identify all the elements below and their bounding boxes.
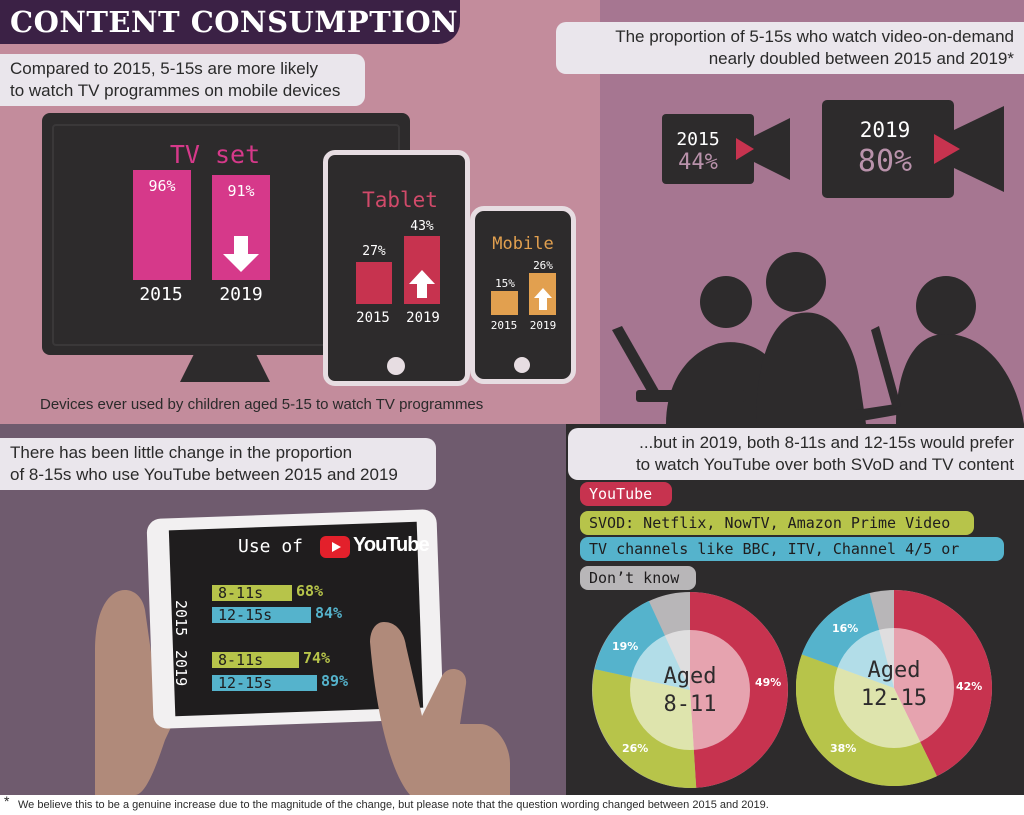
youtube-bar-2019-8-11 (212, 652, 299, 668)
footnote-mark: * (4, 793, 10, 809)
youtube-logo-icon (320, 536, 350, 558)
tv-label: TV set (169, 140, 261, 169)
youtube-bar-2015-8-11 (212, 585, 292, 601)
youtube-row-value: 68% (296, 582, 324, 600)
page-title: CONTENT CONSUMPTION (10, 5, 459, 39)
donut1-label-age: 8-11 (663, 692, 717, 717)
youtube-title-prefix: Use of (238, 536, 304, 557)
youtube-row-value: 89% (321, 672, 349, 690)
prefer-intro: ...but in 2019, both 8-11s and 12-15s wo… (568, 428, 1024, 480)
donut1-svod-value: 26% (622, 742, 649, 755)
youtube-row-value: 84% (315, 604, 343, 622)
arrow-up-small-icon (534, 288, 552, 310)
youtube-bar-2019-12-15 (212, 675, 317, 691)
footnote-text: We believe this to be a genuine increase… (18, 799, 769, 811)
youtube-row-label: 8-11s (218, 651, 264, 669)
footnote-bar (0, 795, 1024, 815)
tablet-year-2019: 2019 (406, 310, 440, 326)
donut-chart-aged-8-11 (592, 592, 788, 788)
youtube-row-value: 74% (303, 649, 331, 667)
tv-year-2015: 2015 (139, 284, 183, 305)
arrow-down-icon (223, 236, 259, 272)
donut2-label-aged: Aged (867, 658, 921, 683)
tv-year-2019: 2019 (219, 284, 263, 305)
youtube-bar-2015-12-15 (212, 607, 311, 623)
youtube-year-2015: 2015 (172, 600, 190, 637)
donut1-youtube-value: 49% (755, 676, 782, 689)
tablet-value-2019: 43% (410, 219, 434, 234)
donut2-tv-value: 16% (832, 622, 859, 635)
mobile-value-2019: 26% (533, 259, 553, 272)
tv-value-2019: 91% (227, 182, 255, 200)
mobile-value-2015: 15% (495, 277, 515, 290)
mobile-label: Mobile (492, 234, 554, 254)
mobile-frame (470, 206, 576, 384)
youtube-row-label: 12-15s (218, 674, 273, 692)
legend-svod: SVOD: Netflix, NowTV, Amazon Prime Video (580, 511, 974, 535)
youtube-row-label: 8-11s (218, 584, 264, 602)
mobile-year-2015: 2015 (490, 319, 518, 332)
tv-bar-2015 (133, 170, 191, 280)
vod-value-2019: 80% (857, 144, 913, 179)
tablet-home-button (387, 357, 405, 375)
devices-intro: Compared to 2015, 5-15s are more likely … (0, 54, 365, 106)
tablet-label: Tablet (362, 188, 438, 212)
vod-intro: The proportion of 5-15s who watch video-… (556, 22, 1024, 74)
legend-youtube: YouTube (580, 482, 672, 506)
donut2-label-age: 12-15 (860, 686, 928, 711)
video-camera-icon-2019 (822, 100, 1004, 198)
tablet-value-2015: 27% (362, 244, 386, 259)
donut-chart-aged-12-15 (795, 590, 992, 787)
tablet-frame (323, 150, 470, 386)
tablet-year-2015: 2015 (356, 310, 390, 326)
devices-caption: Devices ever used by children aged 5-15 … (40, 396, 484, 413)
mobile-home-button (514, 357, 530, 373)
legend-dont-know: Don’t know (580, 566, 696, 590)
youtube-intro: There has been little change in the prop… (0, 438, 436, 490)
vod-year-2019: 2019 (859, 118, 911, 142)
donut1-label-aged: Aged (663, 664, 717, 689)
header-banner (0, 0, 460, 44)
tablet-bar-2015 (356, 262, 392, 304)
donut1-tv-value: 19% (612, 640, 639, 653)
youtube-row-label: 12-15s (218, 606, 273, 624)
donut2-svod-value: 38% (830, 742, 857, 755)
tv-value-2015: 96% (148, 177, 176, 195)
children-silhouette-illustration (606, 250, 1024, 424)
video-camera-icon-2015 (662, 114, 790, 184)
mobile-bar-2015 (491, 291, 518, 315)
vod-value-2015: 44% (678, 150, 718, 175)
legend-tv-channels: TV channels like BBC, ITV, Channel 4/5 o… (580, 537, 1004, 582)
hand-right-illustration (370, 622, 520, 795)
donut2-youtube-value: 42% (956, 680, 983, 693)
youtube-brand: YouTube (353, 534, 430, 556)
tv-stand (180, 355, 270, 382)
mobile-year-2019: 2019 (529, 319, 557, 332)
vod-year-2015: 2015 (676, 129, 720, 150)
arrow-up-icon (409, 270, 435, 298)
hand-left-illustration (95, 590, 205, 795)
youtube-year-2019: 2019 (172, 650, 190, 687)
